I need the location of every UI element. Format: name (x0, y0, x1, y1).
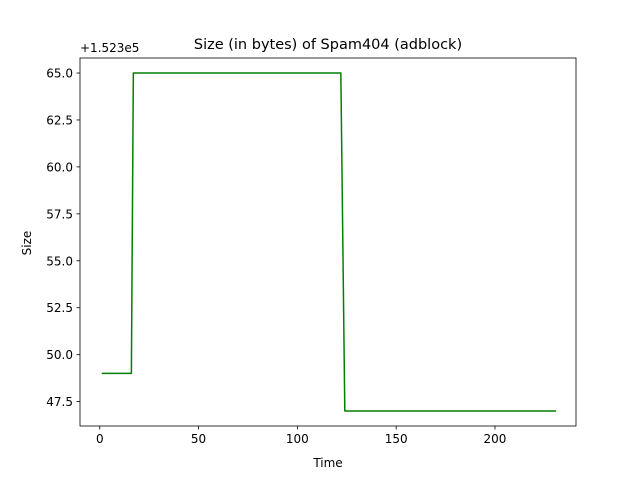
x-tick-label: 50 (191, 432, 206, 446)
chart-title: Size (in bytes) of Spam404 (adblock) (194, 37, 462, 53)
y-tick-label: 55.0 (46, 254, 73, 268)
y-tick-label: 52.5 (46, 301, 73, 315)
plot-frame (79, 57, 577, 427)
y-tick-label: 47.5 (46, 395, 73, 409)
x-tick-label: 0 (96, 432, 104, 446)
y-axis-ticks: 47.5 50.0 52.5 55.0 57.5 60.0 62.5 65.0 (46, 67, 80, 409)
x-tick-label: 200 (484, 432, 507, 446)
x-tick-label: 100 (286, 432, 309, 446)
plot-background (80, 58, 576, 426)
plot-area (80, 58, 576, 426)
x-tick-label: 150 (385, 432, 408, 446)
y-tick-label: 50.0 (46, 348, 73, 362)
y-axis-label: Size (20, 231, 34, 256)
y-tick-label: 57.5 (46, 207, 73, 221)
y-tick-label: 60.0 (46, 160, 73, 174)
series-layer (101, 72, 557, 412)
x-axis-label: Time (312, 456, 342, 470)
axes (79, 57, 577, 427)
x-axis-ticks: 0 50 100 150 200 (96, 426, 506, 446)
y-tick-label: 65.0 (46, 67, 73, 81)
series-line-0 (101, 72, 557, 412)
y-tick-label: 62.5 (46, 113, 73, 127)
y-axis-offset-label: +1.523e5 (80, 41, 139, 55)
